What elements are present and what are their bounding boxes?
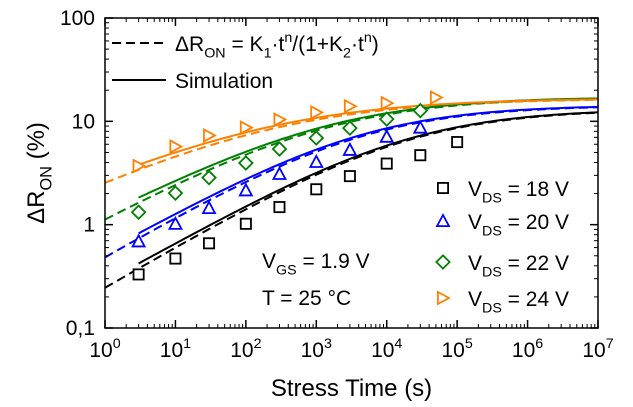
y-tick-label: 1 <box>83 214 95 237</box>
data-point-diamond <box>167 185 184 201</box>
data-point-triangle-right <box>132 158 147 174</box>
data-point-square <box>169 252 182 265</box>
data-point-diamond <box>130 204 147 221</box>
legend-series-label: VDS = 18 V <box>468 178 569 207</box>
data-point-square <box>343 170 356 183</box>
data-point-triangle <box>342 141 358 156</box>
data-point-triangle <box>435 213 451 228</box>
x-tick-label: 100 <box>89 336 120 362</box>
data-point-triangle-right <box>429 90 444 106</box>
plot-frame <box>104 17 599 329</box>
data-point-square <box>273 201 286 214</box>
x-tick-label: 105 <box>441 336 472 362</box>
simulation-curve <box>138 98 599 166</box>
data-point-square <box>436 181 449 194</box>
data-point-diamond <box>308 130 325 146</box>
fit-curve <box>104 97 599 221</box>
simulation-curve <box>138 105 599 235</box>
legend-series-label: VDS = 24 V <box>468 288 569 317</box>
data-point-triangle <box>308 154 324 168</box>
annotation-temperature: T = 25 °C <box>262 287 351 310</box>
data-point-triangle-right <box>380 95 395 111</box>
data-point-triangle-right <box>343 98 358 114</box>
y-tick-label: 10 <box>72 110 95 133</box>
simulation-curves <box>138 97 599 265</box>
data-point-triangle <box>412 119 428 134</box>
data-point-triangle-right <box>310 104 325 120</box>
data-point-diamond <box>342 120 358 136</box>
data-point-triangle-right <box>239 120 254 136</box>
data-points <box>130 90 464 281</box>
data-point-triangle-right <box>436 290 451 306</box>
data-point-diamond <box>435 254 451 270</box>
x-tick-label: 107 <box>582 336 613 362</box>
x-tick-label: 101 <box>160 336 191 362</box>
data-point-diamond <box>201 169 217 186</box>
legend-series-label: VDS = 22 V <box>468 252 569 281</box>
data-point-square <box>203 237 216 250</box>
data-point-square <box>451 136 464 149</box>
data-point-triangle <box>201 200 217 214</box>
data-point-triangle <box>238 182 254 197</box>
data-point-triangle <box>131 233 147 248</box>
data-point-triangle <box>167 215 183 230</box>
x-axis-title: Stress Time (s) <box>271 375 432 402</box>
data-point-square <box>414 149 427 162</box>
legend-simulation-label: Simulation <box>175 70 273 93</box>
x-tick-label: 106 <box>512 336 543 362</box>
x-tick-label: 104 <box>371 336 402 362</box>
data-point-triangle <box>379 128 395 143</box>
data-point-triangle-right <box>169 139 184 155</box>
x-tick-label: 103 <box>301 336 332 362</box>
legend-series-label: VDS = 20 V <box>468 211 569 240</box>
data-point-diamond <box>271 141 288 157</box>
data-point-square <box>239 217 252 230</box>
data-point-square <box>310 183 323 196</box>
y-tick-label: 100 <box>60 7 95 30</box>
data-point-diamond <box>378 111 395 128</box>
data-point-diamond <box>237 155 254 171</box>
data-point-diamond <box>412 102 429 119</box>
data-point-square <box>380 157 393 170</box>
annotation-vgs: VGS = 1.9 V <box>262 250 370 279</box>
data-point-square <box>132 268 145 281</box>
data-point-triangle <box>271 165 287 180</box>
y-axis-title-group: ΔRON (%) <box>23 122 56 224</box>
y-axis-title: ΔRON (%) <box>23 122 56 224</box>
data-point-triangle-right <box>273 112 288 128</box>
x-tick-label: 102 <box>230 336 261 362</box>
data-point-triangle-right <box>203 127 217 143</box>
legend-fit-label: ΔRON = K1·tn/(1+K2·tn) <box>175 30 379 62</box>
y-tick-label: 0,1 <box>66 317 95 340</box>
simulation-curve <box>138 111 599 265</box>
